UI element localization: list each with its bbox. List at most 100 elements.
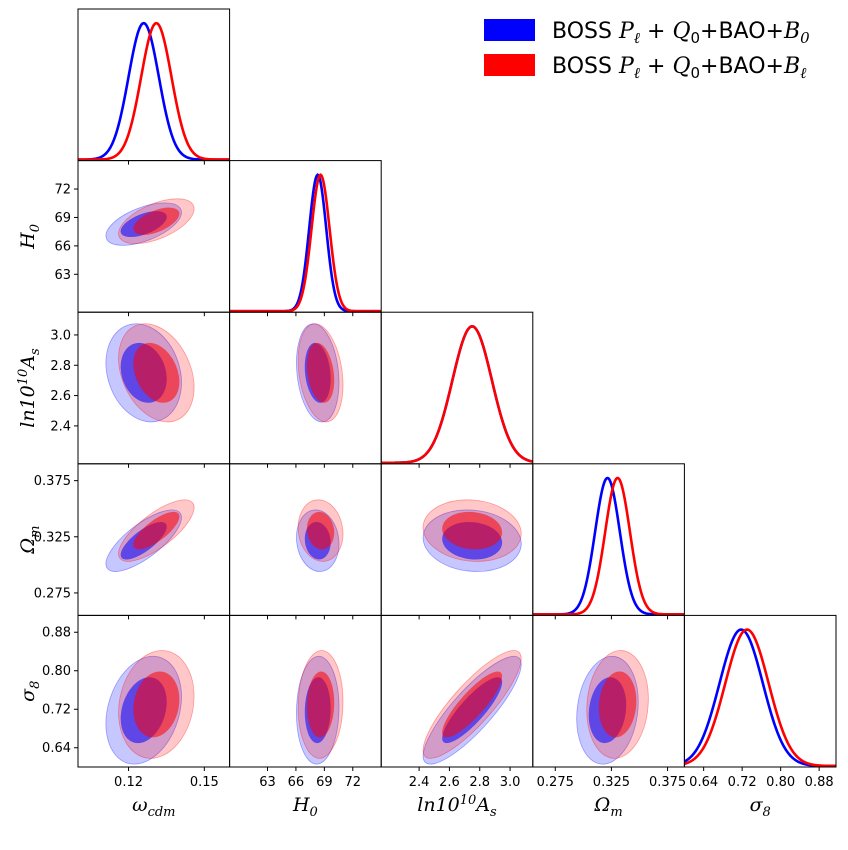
contour-68-red — [442, 671, 503, 738]
x-tick-label: 66 — [288, 775, 305, 790]
y-tick-label: 0.64 — [42, 741, 71, 756]
x-tick-label: 63 — [259, 775, 276, 790]
x-axis-label-H0: H0 — [292, 794, 318, 820]
panel-frame — [532, 463, 685, 616]
y-tick-label: 72 — [54, 183, 71, 198]
y-tick-label: 0.88 — [42, 626, 71, 641]
panel-frame — [77, 8, 231, 162]
panel-lnAs-vs-sigma8: 2.4 2.6 2.8 3.0 — [380, 614, 534, 790]
contour-68-red — [442, 511, 503, 550]
panel-content — [422, 650, 522, 765]
contour-68-red — [306, 342, 335, 403]
panel-Om-vs-sigma8: 0.275 0.325 0.375 — [532, 614, 686, 790]
x-tick-label: 0.375 — [649, 775, 686, 790]
x-tick-label: 0.15 — [190, 775, 219, 790]
panel-content — [105, 323, 195, 423]
panel-content — [296, 499, 344, 572]
y-tick-label: 66 — [54, 239, 71, 254]
y-tick-label: 0.72 — [42, 703, 71, 718]
x-tick-label: 72 — [345, 775, 362, 790]
panel-H0 — [229, 160, 382, 317]
panel-content — [296, 323, 344, 423]
legend-swatch-blue — [484, 19, 535, 41]
y-tick-label: 2.4 — [50, 419, 71, 434]
panel-Om — [532, 463, 685, 620]
marginal-curve-red-H0 — [229, 173, 382, 313]
y-axis-label-lnAs: ln1010As — [16, 348, 43, 428]
panel-H0-vs-Om — [229, 463, 382, 620]
panel-wcdm-vs-lnAs: 2.4 2.6 2.8 3.0 — [50, 311, 231, 468]
panel-content — [229, 173, 382, 313]
y-tick-label: 3.0 — [50, 328, 71, 343]
x-tick-label: 2.6 — [439, 775, 460, 790]
contour-68-red — [598, 671, 637, 738]
panel-frame — [229, 160, 382, 313]
y-tick-label: 63 — [54, 268, 71, 283]
legend-label-blue: BOSS Pℓ + Q0+BAO+B0 — [552, 19, 810, 47]
legend-label-red: BOSS Pℓ + Q0+BAO+Bℓ — [552, 54, 806, 82]
y-tick-label: 0.325 — [34, 530, 71, 545]
contour-68-red — [133, 671, 180, 738]
panel-wcdm-vs-sigma8: 0.12 0.15 0.64 0.72 0.80 0.88 — [42, 614, 231, 790]
panel-lnAs — [380, 311, 534, 468]
x-tick-label: 0.72 — [728, 775, 757, 790]
y-axis-label-Om: Ωm — [17, 526, 43, 555]
contour-68-red — [133, 511, 180, 550]
x-axis-label-lnAs: ln1010As — [417, 793, 497, 820]
legend-swatch-red — [484, 54, 535, 76]
x-tick-label: 69 — [316, 775, 333, 790]
panel-lnAs-vs-Om — [380, 463, 534, 620]
panel-content — [105, 499, 195, 572]
panel-wcdm-vs-Om: 0.275 0.325 0.375 — [34, 463, 231, 620]
x-axis-label-sigma8: σ8 — [750, 794, 771, 820]
marginal-curve-blue-wcdm — [78, 21, 230, 161]
y-tick-label: 2.6 — [50, 389, 71, 404]
x-tick-label: 3.0 — [500, 775, 521, 790]
marginal-curve-red-wcdm — [78, 21, 230, 161]
panel-H0-vs-sigma8: 63 66 69 72 — [229, 614, 382, 790]
x-axis-label-Om: Ωm — [594, 794, 623, 820]
y-tick-label: 2.8 — [50, 359, 71, 374]
marginal-curve-red-sigma8 — [684, 628, 836, 768]
panel-content — [105, 198, 195, 246]
panel-content — [576, 650, 649, 765]
panel-content — [422, 499, 522, 572]
marginal-curve-red-lnAs — [381, 325, 533, 464]
y-tick-label: 0.80 — [42, 664, 71, 679]
contour-68-red — [133, 207, 180, 235]
x-tick-label: 2.4 — [409, 775, 430, 790]
contour-68-red — [306, 511, 335, 550]
panel-H0-vs-lnAs — [229, 311, 382, 468]
panel-wcdm — [77, 8, 231, 165]
marginal-curve-blue-Om — [532, 476, 685, 616]
panel-content — [78, 21, 230, 161]
x-tick-label: 0.88 — [805, 775, 834, 790]
x-axis-label-wcdm: ωcdm — [132, 794, 175, 820]
x-tick-label: 2.8 — [469, 775, 490, 790]
panel-wcdm-vs-H0: 63 66 69 72 — [54, 160, 231, 317]
panel-content — [296, 650, 344, 765]
panel-content — [381, 325, 533, 464]
contour-68-red — [306, 671, 335, 738]
panel-content — [105, 650, 195, 765]
y-axis-label-H0: H0 — [17, 224, 43, 250]
x-tick-label: 0.12 — [114, 775, 143, 790]
x-tick-label: 0.80 — [766, 775, 795, 790]
y-axis-label-sigma8: σ8 — [17, 681, 43, 702]
panel-frame — [683, 614, 837, 768]
panel-content — [532, 476, 685, 616]
y-tick-label: 0.375 — [34, 474, 71, 489]
y-tick-label: 0.275 — [34, 586, 71, 601]
contour-68-red — [133, 342, 180, 403]
legend: BOSS Pℓ + Q0+BAO+B0 BOSS Pℓ + Q0+BAO+Bℓ — [484, 19, 810, 82]
y-tick-label: 69 — [54, 211, 71, 226]
panel-sigma8: 0.64 0.72 0.80 0.88 — [683, 614, 837, 790]
panel-content — [684, 628, 836, 768]
marginal-curve-red-Om — [532, 476, 685, 616]
x-tick-label: 0.275 — [537, 775, 574, 790]
x-tick-label: 0.325 — [593, 775, 630, 790]
x-tick-label: 0.64 — [689, 775, 718, 790]
marginal-curve-blue-H0 — [229, 173, 382, 313]
